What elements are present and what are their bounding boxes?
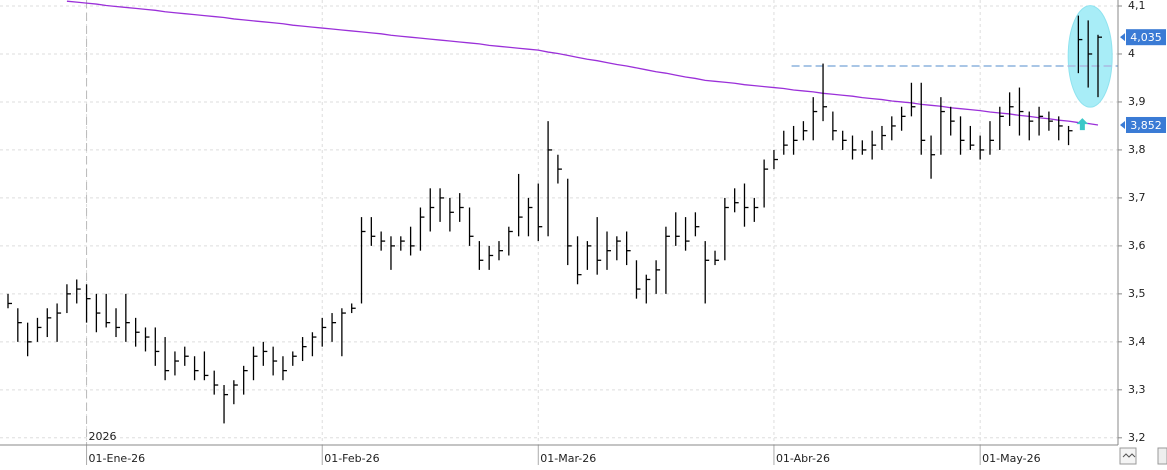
zoom-button[interactable] — [1157, 447, 1167, 465]
y-tick-label: 3,5 — [1128, 287, 1146, 300]
y-tick-label: 4,1 — [1128, 0, 1146, 12]
price-pointer — [1120, 33, 1125, 42]
scroll-icon — [1122, 453, 1136, 458]
x-tick-label: 01-May-26 — [982, 452, 1040, 465]
x-tick-label: 01-Feb-26 — [324, 452, 379, 465]
x-tick-label: 01-Abr-26 — [776, 452, 830, 465]
price-label: 3,852 — [1130, 119, 1162, 132]
y-tick-label: 3,2 — [1128, 431, 1146, 444]
marks — [7, 0, 1118, 424]
price-label-box — [1126, 29, 1166, 46]
y-tick-label: 3,9 — [1128, 95, 1146, 108]
year-label: 2026 — [89, 430, 117, 443]
y-tick-label: 3,4 — [1128, 335, 1146, 348]
price-pointer — [1120, 120, 1125, 129]
y-tick-label: 3,8 — [1128, 143, 1146, 156]
y-tick-label: 3,3 — [1128, 383, 1146, 396]
y-tick-label: 3,6 — [1128, 239, 1146, 252]
y-tick-label: 4 — [1128, 47, 1135, 60]
price-label: 4,035 — [1130, 31, 1162, 44]
up-arrow — [1076, 118, 1089, 131]
moving-average-line — [66, 0, 1099, 126]
highlight-ellipse — [1067, 5, 1113, 108]
x-tick-label: 01-Mar-26 — [540, 452, 596, 465]
price-label-box — [1126, 116, 1166, 133]
x-tick-label: 01-Ene-26 — [89, 452, 146, 465]
y-tick-label: 3,7 — [1128, 191, 1146, 204]
